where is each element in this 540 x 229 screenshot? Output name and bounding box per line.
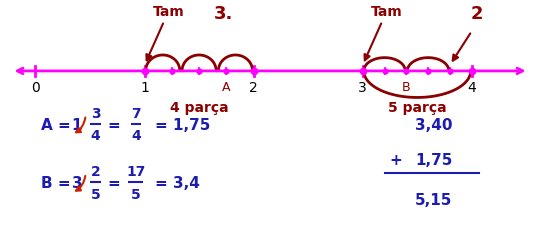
Text: Tam: Tam [364,5,403,61]
Text: =: = [107,117,120,132]
Text: 5: 5 [131,187,141,201]
Text: 1,75: 1,75 [415,153,453,168]
Text: +: + [389,153,402,168]
Text: 5: 5 [91,187,100,201]
Text: 1: 1 [72,117,82,132]
Text: 3: 3 [359,81,367,95]
Text: 5 parça: 5 parça [388,100,447,114]
Text: 0: 0 [31,81,40,95]
Text: 3,40: 3,40 [415,117,453,132]
Text: 3.: 3. [213,5,233,23]
Text: 4: 4 [91,129,100,143]
Text: Tam: Tam [146,5,185,61]
Text: 1: 1 [140,81,149,95]
Text: 2: 2 [91,164,100,178]
Text: 4 parça: 4 parça [170,100,228,114]
Text: B: B [402,81,410,94]
Text: = 3,4: = 3,4 [156,175,200,190]
Text: A: A [222,81,231,94]
Text: = 1,75: = 1,75 [156,117,211,132]
Text: 17: 17 [126,164,146,178]
Text: 3: 3 [91,106,100,120]
Text: 5,15: 5,15 [415,192,453,207]
Text: 2: 2 [249,81,258,95]
Text: A =: A = [41,117,76,132]
Text: 4: 4 [131,129,141,143]
Text: =: = [107,175,120,190]
Text: 4: 4 [468,81,476,95]
Text: B =: B = [41,175,76,190]
Text: 3: 3 [72,175,82,190]
Text: 2: 2 [471,5,483,23]
Text: 7: 7 [131,106,140,120]
